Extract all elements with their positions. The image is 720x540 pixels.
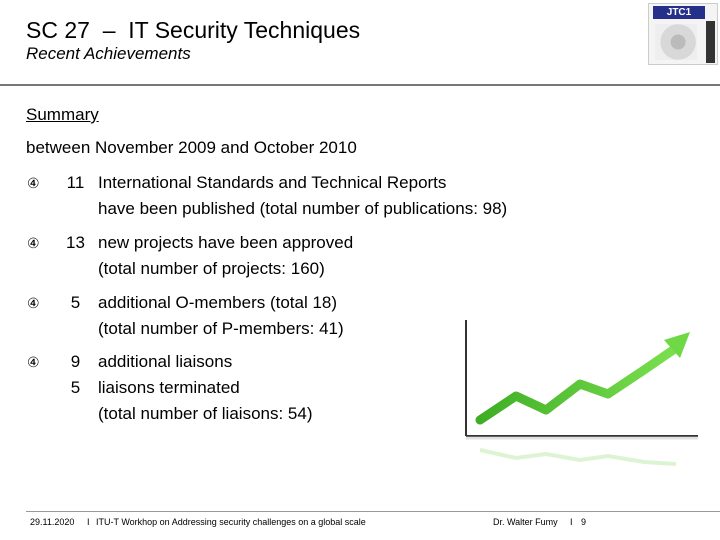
- logo-image: [655, 24, 697, 60]
- bullet-icon: ④: [27, 295, 40, 311]
- logo-label: JTC1: [653, 6, 705, 19]
- title-rule: [0, 84, 720, 86]
- bullet-number-group: 13: [53, 230, 98, 282]
- trend-arrowhead: [664, 332, 690, 358]
- bullet-line: additional liaisons: [98, 352, 233, 371]
- bullet-icon: ④: [27, 175, 40, 191]
- period-text: between November 2009 and October 2010: [26, 138, 357, 157]
- bullet-icon: ④: [27, 235, 40, 251]
- slide-subtitle: Recent Achievements: [26, 44, 191, 63]
- bullet-number: 13: [66, 233, 85, 252]
- bullet-icon: ④: [27, 354, 40, 370]
- bullet-number: 9: [70, 352, 81, 371]
- bullet-number: 11: [66, 173, 85, 192]
- bullet-text: additional O-members (total 18) (total n…: [98, 290, 344, 342]
- footer-date: 29.11.2020: [30, 517, 75, 527]
- bullet-line: International Standards and Technical Re…: [98, 173, 447, 192]
- footer-separator: I: [87, 517, 90, 527]
- bullet-line: liaisons terminated: [98, 378, 240, 397]
- trend-arrow-reflection: [479, 448, 677, 466]
- bullet-item: ④ 13 new projects have been approved (to…: [27, 230, 353, 282]
- footer-rule: [26, 511, 720, 512]
- bullet-number: 5: [70, 293, 81, 312]
- footer-event: ITU-T Workhop on Addressing security cha…: [96, 517, 366, 527]
- bullet-line: (total number of liaisons: 54): [98, 404, 313, 423]
- jtc1-logo: JTC1: [648, 3, 718, 65]
- summary-heading: Summary: [26, 105, 99, 124]
- bullet-line: additional O-members (total 18): [98, 293, 338, 312]
- slide-title: SC 27 – IT Security Techniques: [26, 17, 361, 43]
- bullet-item: ④ 11 International Standards and Technic…: [27, 170, 507, 222]
- bullet-number-group: 5: [53, 290, 98, 342]
- footer-page: 9: [581, 517, 587, 527]
- bullet-line: new projects have been approved: [98, 233, 354, 252]
- growth-chart-illustration: [465, 320, 698, 466]
- bullet-line: (total number of P-members: 41): [98, 319, 344, 338]
- bullet-number: 5: [70, 378, 81, 397]
- bullet-text: additional liaisons liaisons terminated …: [98, 349, 313, 427]
- bullet-text: International Standards and Technical Re…: [98, 170, 507, 222]
- bullet-item: ④ 9 5 additional liaisons liaisons termi…: [27, 349, 313, 427]
- footer-author: Dr. Walter Fumy: [493, 517, 558, 527]
- bullet-number-group: 11: [53, 170, 98, 222]
- bullet-line: (total number of projects: 160): [98, 259, 325, 278]
- bullet-text: new projects have been approved (total n…: [98, 230, 353, 282]
- bullet-item: ④ 5 additional O-members (total 18) (tot…: [27, 290, 344, 342]
- trend-arrow-line: [475, 343, 681, 425]
- bullet-number-group: 9 5: [53, 349, 98, 427]
- bullet-line: have been published (total number of pub…: [98, 199, 508, 218]
- footer-separator: I: [570, 517, 573, 527]
- logo-vertical-bar: [706, 21, 715, 63]
